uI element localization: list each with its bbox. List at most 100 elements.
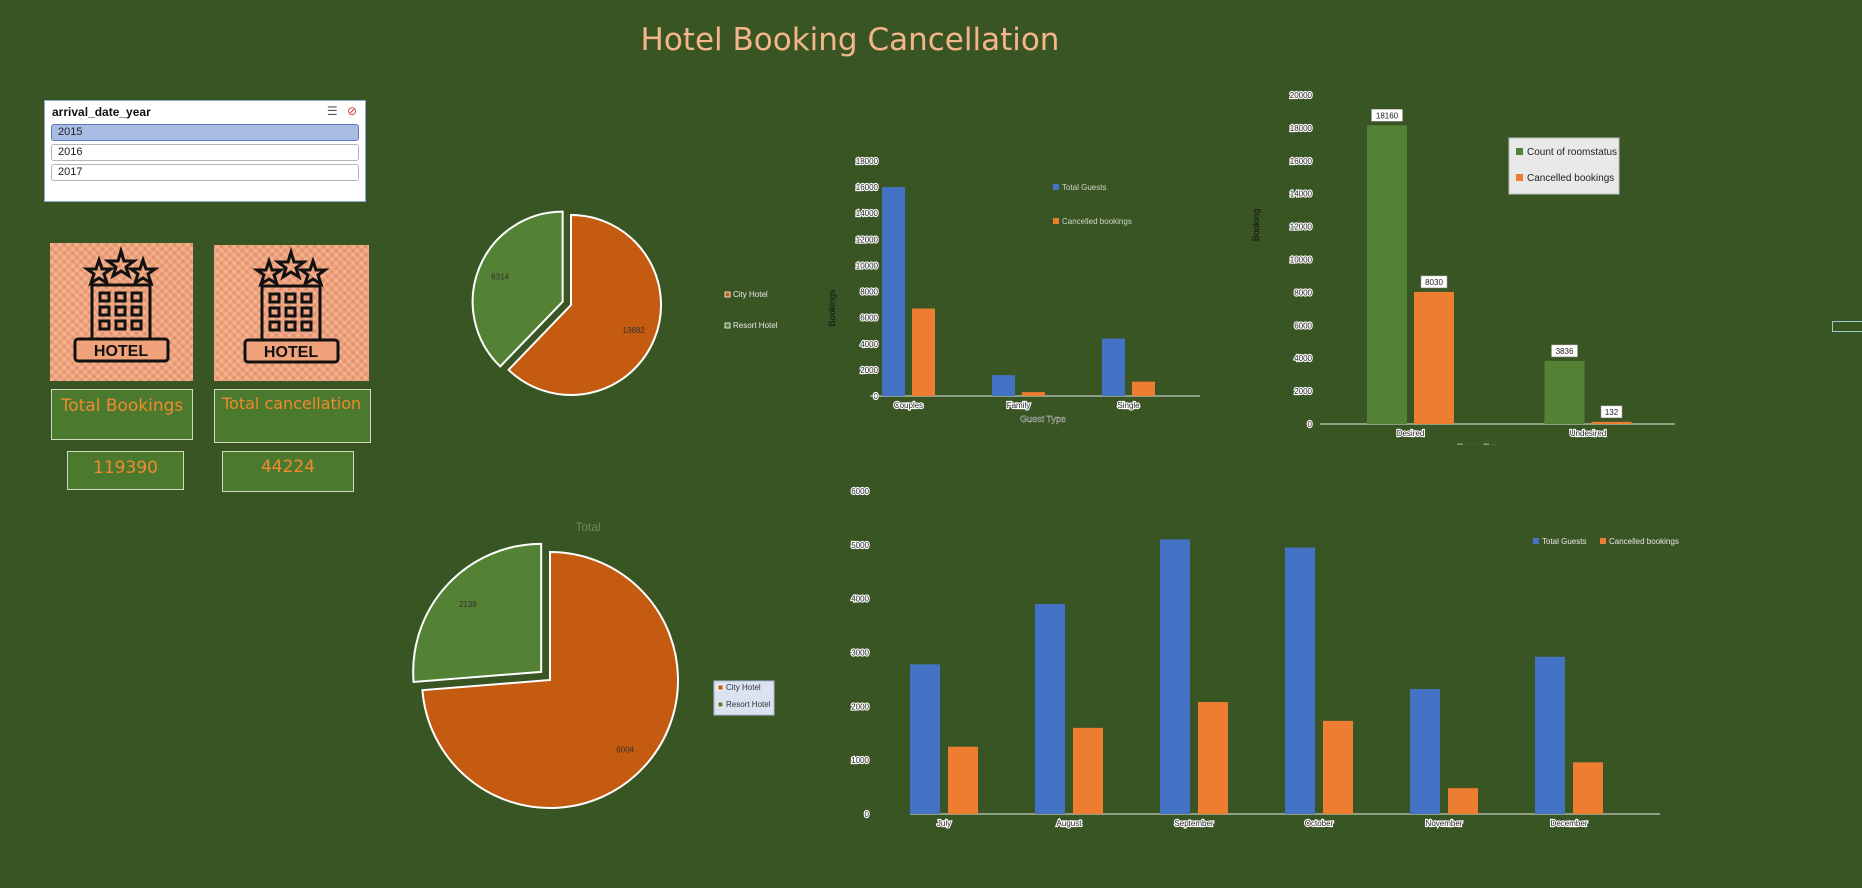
legend-label: Cancelled bookings xyxy=(1609,537,1679,546)
pie-slice-city-hotel[interactable] xyxy=(421,550,679,809)
legend-swatch xyxy=(1516,174,1523,181)
pie-slice-resort-hotel[interactable] xyxy=(412,542,543,684)
pie-legend-swatch xyxy=(724,322,731,329)
pie-legend-swatch xyxy=(724,291,731,298)
data-label-box xyxy=(1420,275,1448,289)
bar-cancelled-bookings[interactable] xyxy=(948,746,978,814)
pie-data-label: 8314 xyxy=(491,272,509,281)
y-tick-label: 14000 xyxy=(856,209,879,218)
y-tick-label: 14000 xyxy=(1290,190,1313,199)
legend-swatch xyxy=(1533,538,1539,544)
y-tick-label: 10000 xyxy=(1290,256,1313,265)
pie-legend-label: City Hotel xyxy=(726,683,761,692)
pie-legend-label: Resort Hotel xyxy=(726,700,771,709)
bar-total-guests[interactable] xyxy=(1160,539,1190,814)
data-label: 8030 xyxy=(1425,278,1443,287)
bar-cancelled-bookings[interactable] xyxy=(1573,762,1603,814)
pie-bottom-title: Total xyxy=(575,520,600,534)
y-tick-label: 2000 xyxy=(851,702,869,711)
y-tick-label: 12000 xyxy=(1290,223,1313,232)
y-tick-label: 6000 xyxy=(1294,321,1312,330)
y-tick-label: 2000 xyxy=(860,366,878,375)
bar-total-guests[interactable] xyxy=(1035,604,1065,814)
scroll-handle[interactable] xyxy=(1832,321,1862,332)
bar-cancelled-bookings[interactable] xyxy=(1323,720,1353,814)
hotel-pie-chart-top: 13682 8314 City Hotel Resort Hotel xyxy=(471,210,778,396)
data-label: 3836 xyxy=(1556,347,1574,356)
x-tick-label: Couples xyxy=(894,401,923,410)
hotel-icon: HOTEL xyxy=(73,245,170,363)
y-tick-label: 2000 xyxy=(1294,387,1312,396)
legend-label: Count of roomstatus xyxy=(1527,147,1617,158)
pie-legend-frame xyxy=(713,680,775,716)
y-tick-label: 4000 xyxy=(860,340,878,349)
hotel-icon-tile-cancellation: HOTEL xyxy=(214,245,369,381)
slicer-item-2016[interactable]: 2016 xyxy=(51,144,359,161)
y-tick-label: 3000 xyxy=(851,649,869,658)
room-legend-frame xyxy=(1508,137,1620,195)
bar-total-guests[interactable] xyxy=(1285,547,1315,814)
x-axis-title: Room Type xyxy=(1457,442,1503,445)
pie-data-label: 13682 xyxy=(622,326,645,335)
y-tick-label: 4000 xyxy=(1294,354,1312,363)
y-tick-label: 16000 xyxy=(1290,157,1313,166)
pie-legend-swatch xyxy=(717,684,724,691)
legend-swatch xyxy=(1053,218,1059,224)
y-tick-label: 20000 xyxy=(1290,91,1313,100)
bar-cancelled-bookings[interactable] xyxy=(1591,421,1632,424)
bar-total-guests[interactable] xyxy=(992,375,1015,396)
x-tick-label: July xyxy=(937,819,951,828)
legend-label: Cancelled bookings xyxy=(1062,217,1132,226)
pie-legend-swatch xyxy=(717,701,724,708)
y-tick-label: 12000 xyxy=(856,235,879,244)
pie-slice-resort-hotel[interactable] xyxy=(471,210,564,368)
x-tick-label: Desired xyxy=(1397,429,1425,438)
bar-cancelled-bookings[interactable] xyxy=(1073,727,1103,814)
bar-cancelled-bookings[interactable] xyxy=(1414,291,1454,424)
y-axis-title: Booking xyxy=(1251,209,1261,242)
clear-filter-icon[interactable]: ⊘ xyxy=(346,104,357,118)
x-tick-label: August xyxy=(1057,819,1083,828)
y-tick-label: 0 xyxy=(865,810,870,819)
y-tick-label: 1000 xyxy=(851,756,869,765)
slicer-item-2015[interactable]: 2015 xyxy=(51,124,359,141)
x-tick-label: Single xyxy=(1117,401,1140,410)
x-tick-label: September xyxy=(1174,819,1213,828)
bar-cancelled-bookings[interactable] xyxy=(912,308,935,396)
y-tick-label: 10000 xyxy=(856,261,879,270)
monthly-bar-chart: 0 1000 2000 3000 4000 5000 6000 July August Septe… xyxy=(850,486,1679,829)
pie-data-label: 2138 xyxy=(459,600,477,609)
bar-cancelled-bookings[interactable] xyxy=(1022,392,1045,396)
bar-count-of-roomstatus[interactable] xyxy=(1544,360,1585,424)
legend-label: Total Guests xyxy=(1542,537,1586,546)
pie-slice-city-hotel[interactable] xyxy=(507,213,662,396)
x-tick-label: October xyxy=(1305,819,1334,828)
data-label-box xyxy=(1551,344,1578,358)
bar-total-guests[interactable] xyxy=(1535,656,1565,814)
total-cancellation-label: Total cancellation xyxy=(214,389,371,443)
bar-total-guests[interactable] xyxy=(910,664,940,814)
page-title: Hotel Booking Cancellation xyxy=(640,22,1060,58)
y-tick-label: 6000 xyxy=(860,314,878,323)
multi-select-icon[interactable]: ☰ xyxy=(326,104,338,118)
hotel-pie-chart-bottom: Total 6004 2138 City Hotel Resort Hotel xyxy=(412,520,775,809)
bar-cancelled-bookings[interactable] xyxy=(1132,381,1155,396)
hotel-icon-tile-bookings: HOTEL xyxy=(50,243,193,381)
y-tick-label: 8000 xyxy=(1294,288,1312,297)
bar-total-guests[interactable] xyxy=(1410,689,1440,814)
bar-total-guests[interactable] xyxy=(1102,338,1125,396)
pie-legend-label: City Hotel xyxy=(733,290,768,299)
year-slicer[interactable]: arrival_date_year ☰ ⊘ 2015 2016 2017 xyxy=(44,100,366,202)
legend-swatch xyxy=(1600,538,1606,544)
room-type-bar-chart: 0 2000 4000 6000 8000 10000 12000 14000 16000 180… xyxy=(1251,90,1675,445)
bar-cancelled-bookings[interactable] xyxy=(1448,788,1478,814)
slicer-item-2017[interactable]: 2017 xyxy=(51,164,359,181)
data-label-box xyxy=(1600,405,1623,419)
data-label: 18160 xyxy=(1376,111,1399,120)
data-label: 132 xyxy=(1605,408,1619,417)
pie-data-label: 6004 xyxy=(616,745,634,754)
bar-total-guests[interactable] xyxy=(882,187,905,396)
bar-cancelled-bookings[interactable] xyxy=(1198,702,1228,814)
bar-count-of-roomstatus[interactable] xyxy=(1367,125,1407,424)
data-label-box xyxy=(1371,109,1403,122)
